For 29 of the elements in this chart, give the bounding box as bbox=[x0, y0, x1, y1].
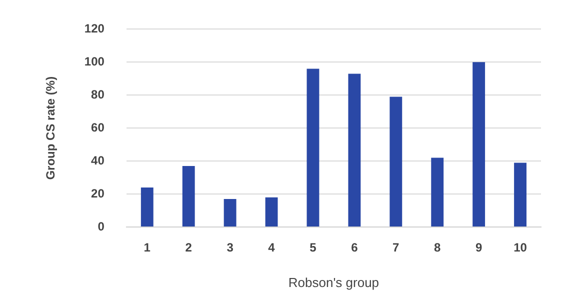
bar bbox=[265, 197, 278, 226]
x-tick-label: 8 bbox=[434, 240, 442, 255]
bar bbox=[140, 187, 154, 226]
x-tick-label: 6 bbox=[351, 240, 358, 255]
x-tick-label: 5 bbox=[310, 240, 317, 255]
y-tick-label: 100 bbox=[84, 54, 105, 68]
bar bbox=[182, 166, 195, 226]
bar bbox=[514, 162, 526, 226]
x-axis-title: Robson's group bbox=[288, 274, 380, 290]
bar bbox=[306, 68, 320, 226]
y-tick-label: 0 bbox=[98, 219, 105, 234]
x-tick-label: 3 bbox=[226, 240, 234, 255]
y-tick-label: 120 bbox=[84, 22, 105, 36]
x-tick-label: 9 bbox=[475, 240, 482, 255]
x-tick-label: 10 bbox=[514, 240, 528, 255]
bar bbox=[224, 198, 236, 226]
x-tick-label: 7 bbox=[392, 240, 400, 255]
y-tick-label: 60 bbox=[91, 120, 105, 134]
bar bbox=[390, 96, 402, 226]
x-tick-label: 4 bbox=[268, 240, 276, 255]
bar bbox=[431, 158, 444, 226]
y-tick-label: 20 bbox=[91, 186, 105, 200]
x-tick-label: 1 bbox=[144, 240, 151, 255]
bar bbox=[348, 74, 361, 226]
x-tick-label: 2 bbox=[185, 240, 192, 255]
y-tick-label: 40 bbox=[91, 153, 105, 168]
bar bbox=[472, 62, 486, 226]
y-tick-label: 80 bbox=[91, 87, 105, 102]
y-axis-title: Group CS rate (%) bbox=[44, 76, 58, 180]
